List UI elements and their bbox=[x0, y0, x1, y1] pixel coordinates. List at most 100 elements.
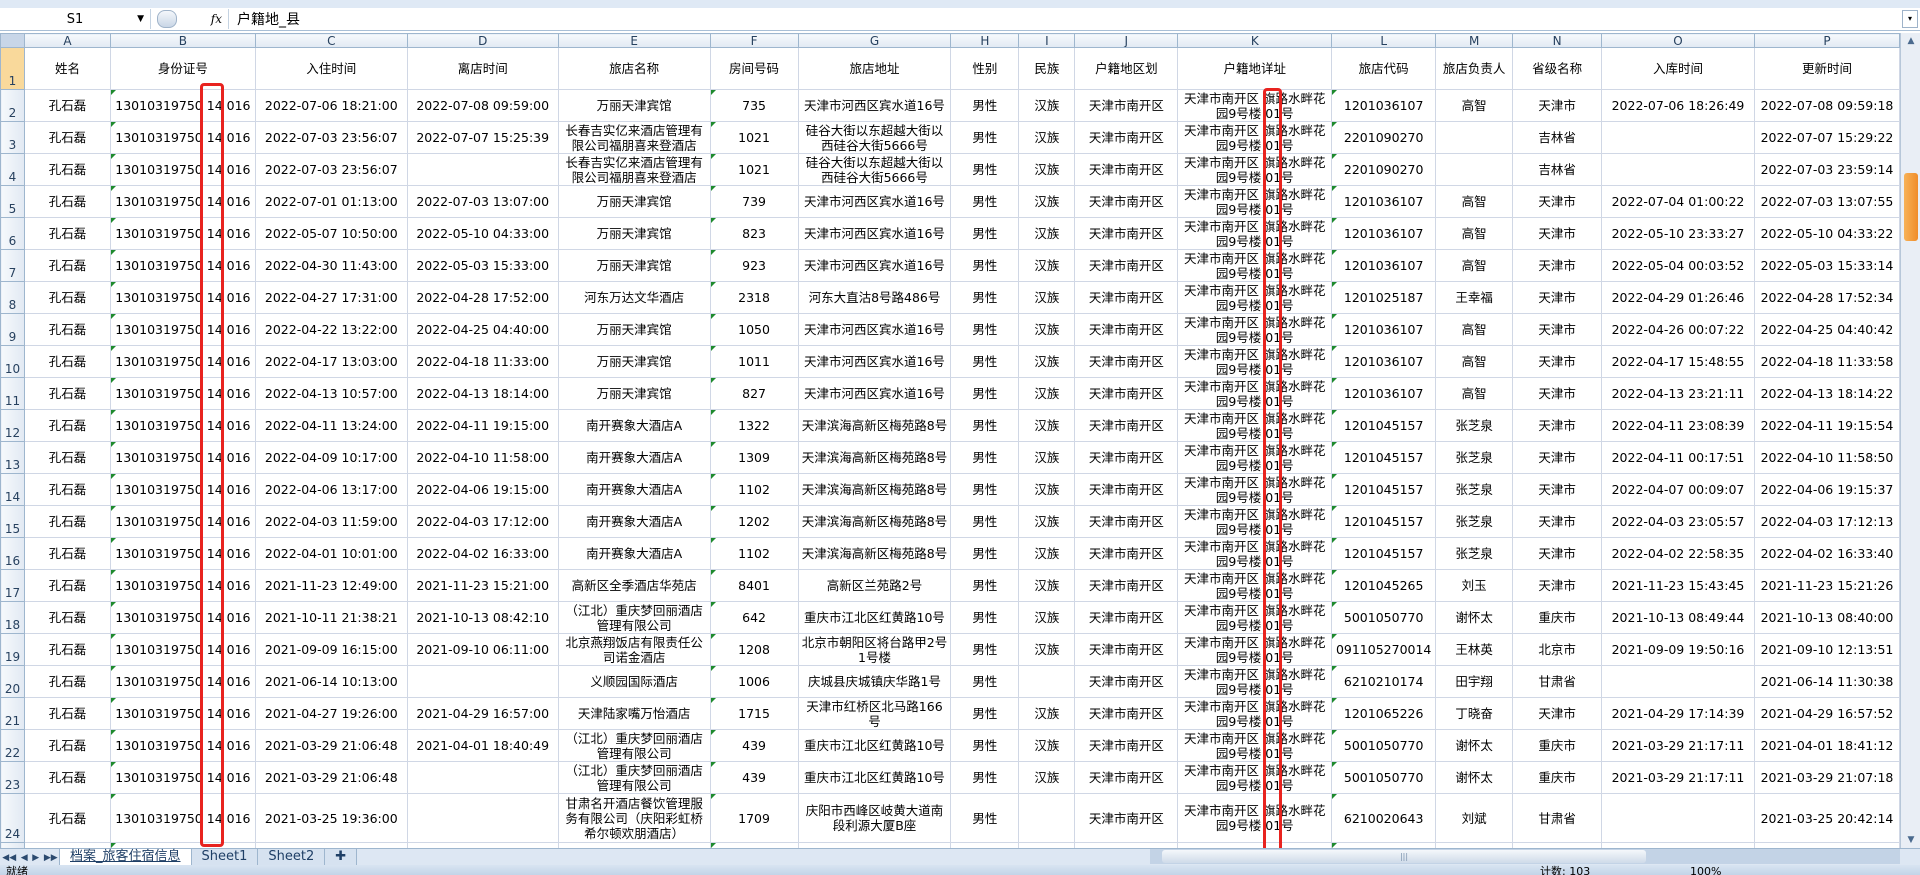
cell-C[interactable]: 2022-04-30 11:43:00 bbox=[254, 249, 408, 282]
cell-L[interactable]: 1201036107 bbox=[1331, 217, 1437, 250]
cell-B[interactable]: 13010319750 14 016 bbox=[109, 313, 256, 346]
cell-A[interactable]: 孔石磊 bbox=[23, 153, 111, 186]
cell-L[interactable]: 1201036107 bbox=[1331, 313, 1437, 346]
cell-A[interactable]: 孔石磊 bbox=[23, 793, 111, 843]
cell-A[interactable]: 孔石磊 bbox=[23, 441, 111, 474]
cell-P[interactable]: 2021-10-13 08:40:00 bbox=[1753, 601, 1900, 634]
cell-N[interactable]: 天津市 bbox=[1512, 217, 1603, 250]
scroll-down-icon[interactable]: ▼ bbox=[1907, 835, 1915, 845]
cell-J[interactable]: 天津市南开区 bbox=[1074, 89, 1179, 122]
cell-O[interactable]: 2022-04-17 15:48:55 bbox=[1601, 345, 1755, 378]
cell-G[interactable]: 重庆市江北区红黄路10号 bbox=[797, 601, 952, 634]
cell-C[interactable]: 2022-04-09 10:17:00 bbox=[254, 441, 408, 474]
header-cell-G[interactable]: 旅店地址 bbox=[797, 47, 952, 90]
cell-A[interactable]: 孔石磊 bbox=[23, 313, 111, 346]
cell-B[interactable]: 13010319750 14 016 bbox=[109, 249, 256, 282]
cell-C[interactable]: 2022-04-13 10:57:00 bbox=[254, 377, 408, 410]
function-icon[interactable]: fx bbox=[210, 12, 222, 26]
cell-O[interactable]: 2022-07-04 01:00:22 bbox=[1601, 185, 1755, 218]
cell-F[interactable]: 1021 bbox=[709, 153, 799, 186]
cell-K[interactable]: 天津市南开区 旗路水畔花园9号楼 01号 bbox=[1177, 537, 1333, 570]
cell-O[interactable]: 2022-04-11 23:08:39 bbox=[1601, 409, 1755, 442]
cell-E[interactable]: 河东万达文华酒店 bbox=[557, 281, 711, 314]
cell-L[interactable]: 5001050770 bbox=[1331, 761, 1437, 794]
cell-E[interactable]: 甘肃名开酒店餐饮管理服务有限公司（庆阳彩虹桥希尔顿欢朋酒店） bbox=[557, 793, 711, 843]
cell-P[interactable]: 2021-03-25 20:42:14 bbox=[1753, 793, 1900, 843]
cell-P[interactable]: 2022-05-03 15:33:14 bbox=[1753, 249, 1900, 282]
header-cell-N[interactable]: 省级名称 bbox=[1512, 47, 1603, 90]
cell-B[interactable]: 13010319750 14 016 bbox=[109, 281, 256, 314]
vertical-scroll-thumb[interactable] bbox=[1904, 173, 1918, 241]
cell-N[interactable]: 吉林省 bbox=[1512, 153, 1603, 186]
header-cell-C[interactable]: 入住时间 bbox=[254, 47, 408, 90]
cell-E[interactable]: 万丽天津宾馆 bbox=[557, 377, 711, 410]
cell-K[interactable]: 天津市南开区 旗路水畔花园9号楼 01号 bbox=[1177, 185, 1333, 218]
cell-C[interactable]: 2022-04-27 17:31:00 bbox=[254, 281, 408, 314]
cell-L[interactable]: 1201036107 bbox=[1331, 249, 1437, 282]
cell-O[interactable]: 2021-09-09 19:50:16 bbox=[1601, 633, 1755, 666]
tab-archive[interactable]: 档案_旅客住宿信息 bbox=[59, 849, 192, 866]
cell-P[interactable]: 2022-04-02 16:33:40 bbox=[1753, 537, 1900, 570]
cell-C[interactable]: 2021-10-11 21:38:21 bbox=[254, 601, 408, 634]
row-header[interactable]: 13 bbox=[0, 441, 25, 474]
cell-B[interactable]: 13010319750 14 016 bbox=[109, 409, 256, 442]
cell-B[interactable]: 13010319750 14 016 bbox=[109, 473, 256, 506]
row-header[interactable]: 4 bbox=[0, 153, 25, 186]
cell-F[interactable]: 8401 bbox=[709, 569, 799, 602]
cell-A[interactable]: 孔石磊 bbox=[23, 761, 111, 794]
cell-B[interactable]: 13010319750 14 016 bbox=[109, 665, 256, 698]
cell-J[interactable]: 天津市南开区 bbox=[1074, 665, 1179, 698]
tab-sheet2[interactable]: Sheet2 bbox=[257, 849, 326, 866]
cell-C[interactable]: 2021-04-27 19:26:00 bbox=[254, 697, 408, 730]
cell-P[interactable]: 2022-05-10 04:33:22 bbox=[1753, 217, 1900, 250]
column-header-B[interactable]: B bbox=[109, 33, 256, 48]
cell-P[interactable]: 2022-07-03 23:59:14 bbox=[1753, 153, 1900, 186]
cell-P[interactable]: 2022-07-07 15:29:22 bbox=[1753, 121, 1900, 154]
column-header-L[interactable]: L bbox=[1331, 33, 1437, 48]
header-cell-E[interactable]: 旅店名称 bbox=[557, 47, 711, 90]
formula-toggle-button[interactable] bbox=[157, 10, 177, 28]
cell-L[interactable]: 1201045157 bbox=[1331, 473, 1437, 506]
cell-P[interactable]: 2022-04-10 11:58:50 bbox=[1753, 441, 1900, 474]
cell-N[interactable]: 天津市 bbox=[1512, 281, 1603, 314]
cell-B[interactable]: 13010319750 14 016 bbox=[109, 633, 256, 666]
cell-I[interactable]: 汉族 bbox=[1018, 281, 1076, 314]
column-header-P[interactable]: P bbox=[1753, 33, 1900, 48]
cell-O[interactable]: 2021-03-29 21:17:11 bbox=[1601, 761, 1755, 794]
cell-F[interactable]: 1202 bbox=[709, 505, 799, 538]
cell-K[interactable]: 天津市南开区 旗路水畔花园9号楼 01号 bbox=[1177, 665, 1333, 698]
cell-F[interactable]: 1309 bbox=[709, 441, 799, 474]
cell-D[interactable]: 2022-07-03 13:07:00 bbox=[406, 185, 559, 218]
cell-H[interactable]: 男性 bbox=[950, 217, 1020, 250]
row-header[interactable]: 9 bbox=[0, 313, 25, 346]
cell-K[interactable]: 天津市南开区 旗路水畔花园9号楼 01号 bbox=[1177, 313, 1333, 346]
cell-M[interactable]: 谢怀太 bbox=[1435, 601, 1514, 634]
cell-A[interactable]: 孔石磊 bbox=[23, 377, 111, 410]
cell-L[interactable]: 1201036107 bbox=[1331, 185, 1437, 218]
cell-N[interactable]: 天津市 bbox=[1512, 185, 1603, 218]
cell-P[interactable]: 2022-07-08 09:59:18 bbox=[1753, 89, 1900, 122]
cell-K[interactable]: 天津市南开区 旗路水畔花园9号楼 01号 bbox=[1177, 793, 1333, 843]
cell-D[interactable] bbox=[406, 793, 559, 843]
cell-M[interactable]: 高智 bbox=[1435, 377, 1514, 410]
column-header-A[interactable]: A bbox=[23, 33, 111, 48]
cell-M[interactable]: 高智 bbox=[1435, 345, 1514, 378]
header-cell-F[interactable]: 房间号码 bbox=[709, 47, 799, 90]
row-header[interactable]: 7 bbox=[0, 249, 25, 282]
cell-H[interactable]: 男性 bbox=[950, 505, 1020, 538]
cell-M[interactable]: 张芝泉 bbox=[1435, 537, 1514, 570]
cell-H[interactable]: 男性 bbox=[950, 729, 1020, 762]
cell-G[interactable]: 天津市河西区宾水道16号 bbox=[797, 249, 952, 282]
cell-J[interactable]: 天津市南开区 bbox=[1074, 121, 1179, 154]
cell-M[interactable]: 张芝泉 bbox=[1435, 473, 1514, 506]
cell-O[interactable]: 2022-04-26 00:07:22 bbox=[1601, 313, 1755, 346]
row-header[interactable]: 12 bbox=[0, 409, 25, 442]
cell-D[interactable] bbox=[406, 153, 559, 186]
cell-G[interactable]: 庆阳市西峰区岐黄大道南段利源大厦B座 bbox=[797, 793, 952, 843]
cell-D[interactable]: 2022-04-06 19:15:00 bbox=[406, 473, 559, 506]
cell-F[interactable]: 642 bbox=[709, 601, 799, 634]
cell-I[interactable]: 汉族 bbox=[1018, 697, 1076, 730]
prev-sheet-icon[interactable]: ◀ bbox=[20, 852, 28, 863]
row-header[interactable]: 11 bbox=[0, 377, 25, 410]
cell-I[interactable]: 汉族 bbox=[1018, 569, 1076, 602]
